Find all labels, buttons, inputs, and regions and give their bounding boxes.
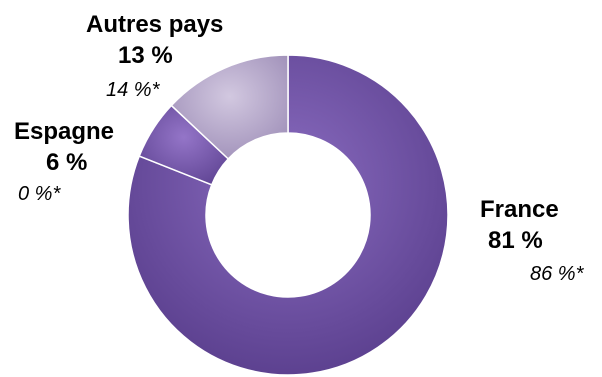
slice-autres-pays	[170, 54, 289, 160]
label-autres-pays: Autres pays	[86, 11, 224, 38]
label-espagne: Espagne	[14, 118, 115, 145]
slice-france	[127, 54, 449, 376]
value-label-france: 81 %	[488, 227, 543, 254]
previous-value-autres-pays: 14 %*	[106, 79, 160, 101]
previous-value-espagne: 0 %*	[18, 183, 61, 205]
value-label-autres-pays: 13 %	[118, 42, 173, 69]
label-france: France	[480, 196, 559, 223]
previous-value-france: 86 %*	[530, 263, 584, 285]
value-label-espagne: 6 %	[46, 149, 88, 176]
